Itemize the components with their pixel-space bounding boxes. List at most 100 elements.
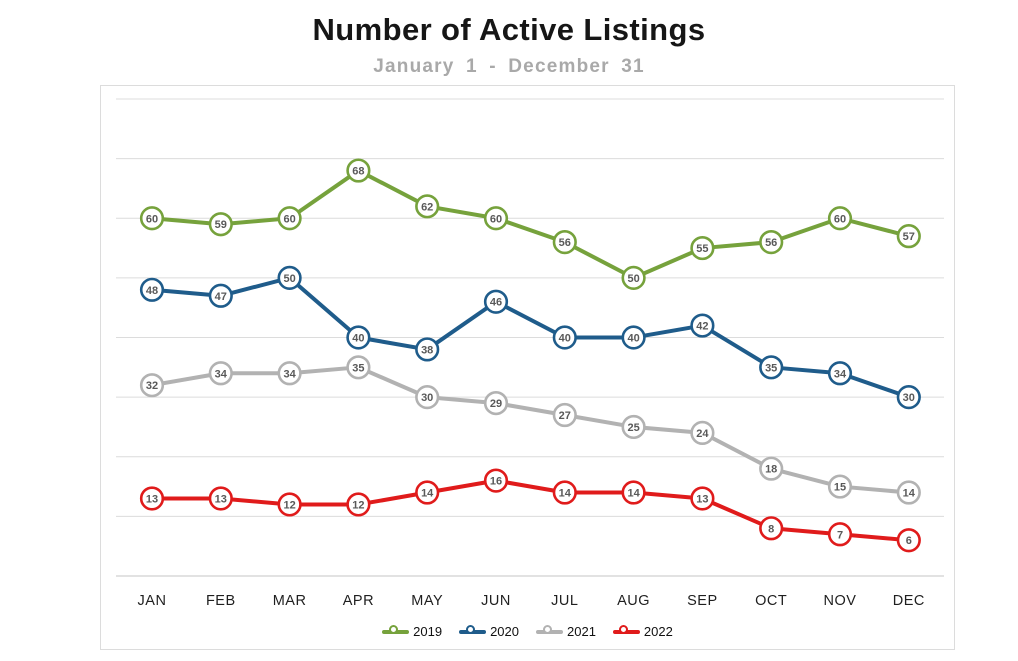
data-point-value-2021-JUN: 29 [490,398,502,410]
data-point-value-2021-NOV: 15 [834,482,846,494]
data-point-marker-2020-SEP [690,313,715,338]
data-point-value-2021-MAR: 34 [283,368,296,380]
data-point-marker-2019-MAR [277,206,302,231]
data-point-value-2020-JAN: 48 [146,285,158,297]
data-point-value-2022-MAY: 14 [421,488,434,500]
data-point-marker-2022-AUG [621,480,646,505]
data-point-value-2022-SEP: 13 [696,493,708,505]
data-point-value-2020-JUN: 46 [490,297,502,309]
data-point-marker-2019-APR [346,158,371,183]
series-line-2019 [150,168,911,280]
data-point-marker-2020-APR [346,325,371,350]
data-point-value-2021-APR: 35 [352,362,364,374]
data-point-value-2022-AUG: 14 [627,488,640,500]
data-point-marker-2022-OCT [759,516,784,541]
data-point-value-2020-AUG: 40 [627,333,639,345]
data-point-marker-2019-SEP [690,235,715,261]
x-axis-label-SEP: SEP [687,593,718,609]
data-point-marker-2020-JAN [139,277,165,302]
x-axis-label-OCT: OCT [755,593,787,609]
data-point-marker-2020-NOV [827,361,853,386]
legend-label-2021: 2021 [567,624,596,639]
x-axis-label-JAN: JAN [138,593,167,609]
x-axis-label-FEB: FEB [206,593,236,609]
data-point-marker-2019-FEB [208,212,233,237]
data-point-value-2020-NOV: 34 [834,368,847,380]
data-point-value-2021-DEC: 14 [903,488,916,500]
x-axis-label-APR: APR [343,593,374,609]
data-point-value-2022-FEB: 13 [215,493,227,505]
series-line-2021 [150,365,911,495]
legend-line-marker-icon [382,624,410,639]
x-axis-label-MAR: MAR [273,593,307,609]
legend-dot [619,624,629,634]
legend-dot [465,624,475,634]
data-point-marker-2021-FEB [208,361,233,386]
x-axis-label-JUN: JUN [481,593,511,609]
data-point-marker-2021-NOV [827,474,853,499]
data-point-marker-2022-FEB [208,486,233,511]
x-axis-label-MAY: MAY [411,593,443,609]
data-point-value-2020-MAY: 38 [421,344,433,356]
data-point-marker-2019-JUL [552,230,577,255]
data-point-value-2019-JAN: 60 [146,213,158,225]
data-point-value-2020-APR: 40 [352,333,364,345]
data-point-marker-2019-JUN [483,206,509,231]
data-point-value-2021-OCT: 18 [765,464,777,476]
data-point-marker-2020-OCT [759,355,784,380]
data-point-value-2019-JUL: 56 [559,237,571,249]
data-point-value-2022-NOV: 7 [837,529,843,541]
data-point-value-2021-SEP: 24 [696,428,709,440]
data-point-value-2020-OCT: 35 [765,362,777,374]
data-point-value-2022-DEC: 6 [906,535,912,547]
data-point-marker-2022-DEC [896,528,921,553]
data-point-marker-2021-JAN [139,373,165,398]
data-point-value-2019-MAR: 60 [283,213,295,225]
data-point-value-2020-SEP: 42 [696,321,708,333]
x-axis-label-DEC: DEC [893,593,925,609]
chart-subtitle: January 1 - December 31 [373,56,645,77]
data-point-value-2019-OCT: 56 [765,237,777,249]
data-point-marker-2019-AUG [621,265,646,290]
data-point-marker-2020-JUL [552,325,577,350]
data-point-value-2019-NOV: 60 [834,213,846,225]
data-point-marker-2022-SEP [690,486,715,511]
data-point-marker-2020-DEC [896,385,921,410]
data-point-value-2019-JUN: 60 [490,213,502,225]
data-point-value-2020-FEB: 47 [215,291,227,303]
data-point-value-2021-FEB: 34 [215,368,228,380]
data-point-marker-2021-APR [346,355,371,380]
data-point-marker-2021-MAY [415,385,440,410]
data-point-value-2019-FEB: 59 [215,219,227,231]
legend-label-2019: 2019 [413,624,443,639]
data-point-value-2021-JUL: 27 [559,410,571,422]
legend-line-marker-icon [536,624,563,639]
data-point-marker-2021-SEP [690,420,715,446]
data-point-marker-2020-AUG [621,325,646,350]
data-point-value-2019-MAY: 62 [421,201,433,213]
legend-dot [542,624,552,634]
data-point-marker-2019-JAN [139,206,165,231]
data-point-value-2019-SEP: 55 [696,243,708,255]
data-point-marker-2020-FEB [208,283,233,308]
data-point-marker-2022-MAR [277,492,302,517]
data-point-value-2019-DEC: 57 [903,231,915,243]
data-point-value-2022-APR: 12 [352,499,364,511]
data-point-marker-2021-DEC [896,480,921,505]
data-point-value-2021-JAN: 32 [146,380,158,392]
data-point-value-2022-JUN: 16 [490,476,502,488]
data-point-marker-2022-JUN [483,468,509,493]
x-axis-label-AUG: AUG [617,593,650,609]
legend-line-marker-icon [459,624,487,639]
data-point-value-2019-AUG: 50 [627,273,639,285]
data-point-marker-2022-NOV [827,522,853,547]
chart-legend: 2019 2020 2021 2022 [101,624,954,639]
legend-line-marker-icon [612,624,640,639]
x-axis-label-JUL: JUL [551,593,578,609]
series-line-2022 [150,478,911,543]
data-point-value-2019-APR: 68 [352,166,364,178]
data-point-marker-2022-JUL [552,480,577,505]
data-point-marker-2021-MAR [277,361,302,386]
data-point-value-2020-MAR: 50 [283,273,295,285]
data-point-marker-2022-MAY [415,480,440,505]
